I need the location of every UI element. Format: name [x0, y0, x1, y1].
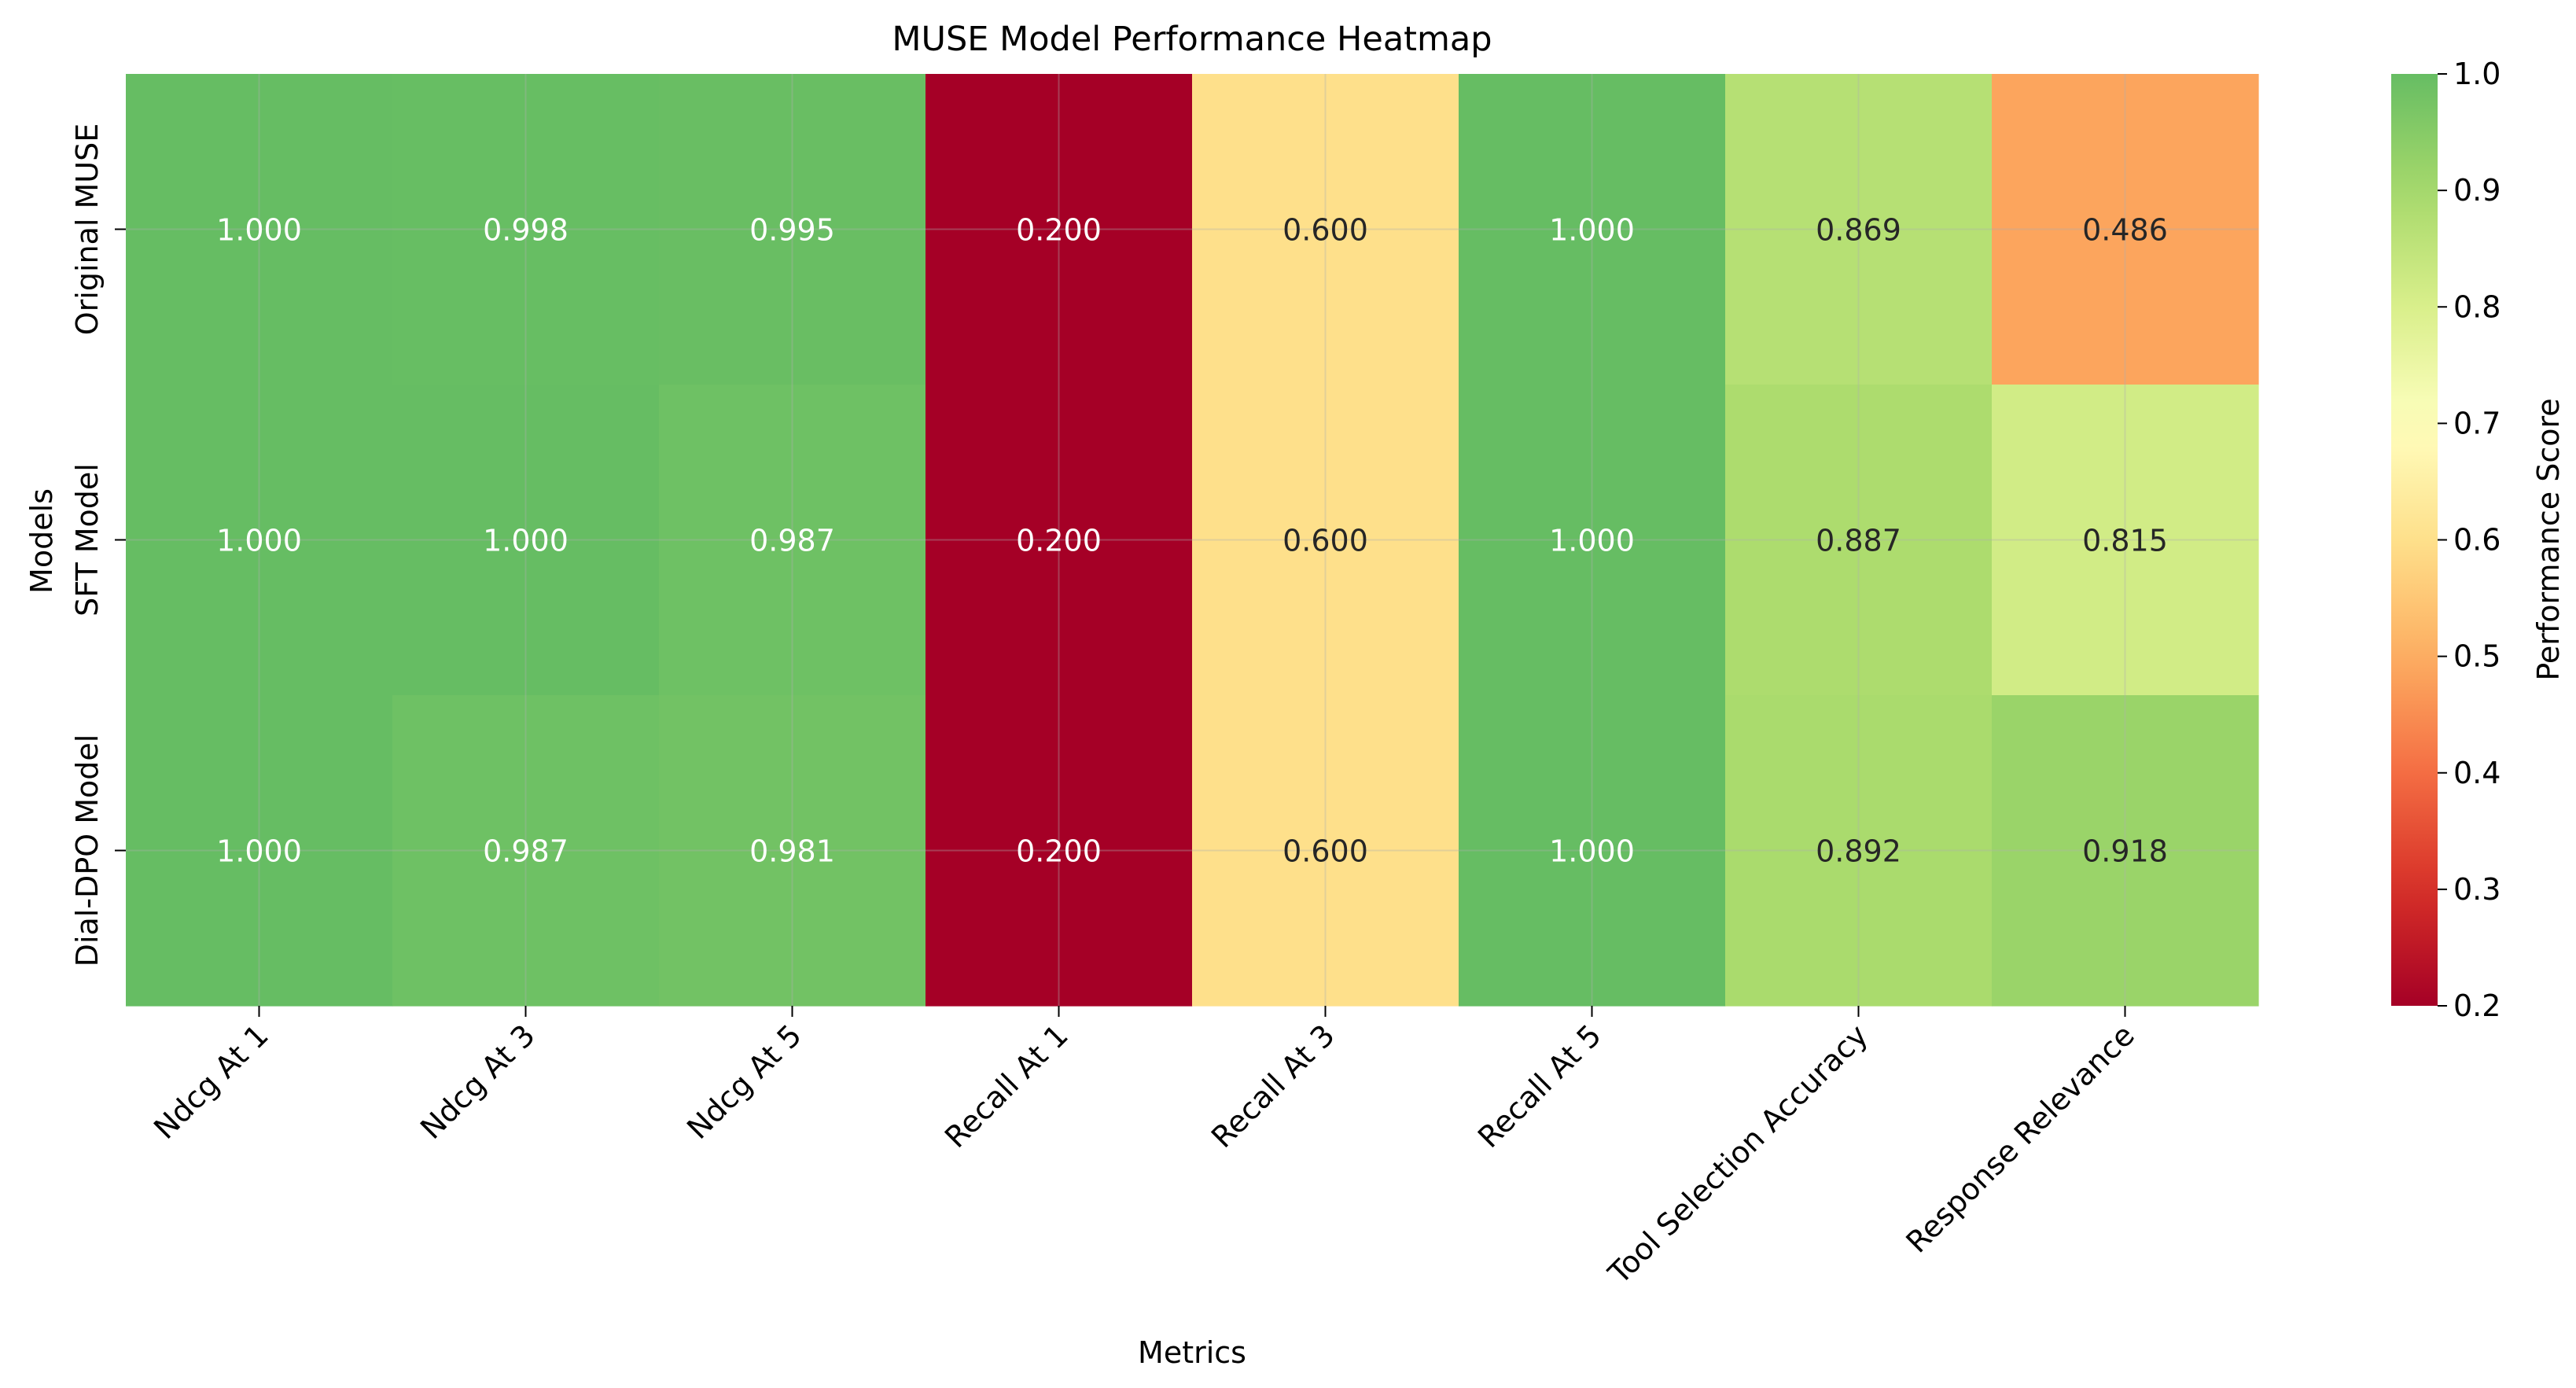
heatmap-cell	[126, 385, 393, 696]
heatmap-cell	[126, 74, 393, 385]
x-tick-label: Ndcg At 5	[680, 1018, 808, 1146]
heatmap-cell	[1459, 74, 1726, 385]
x-axis-label: Metrics	[1138, 1335, 1246, 1370]
heatmap-cell	[1725, 74, 1993, 385]
cell-value-label: 0.600	[1282, 213, 1368, 248]
cell-value-label: 1.000	[1549, 213, 1635, 248]
heatmap-cell	[392, 74, 660, 385]
cell-value-label: 0.600	[1282, 834, 1368, 869]
heatmap-cell	[659, 695, 926, 1007]
heatmap-cell	[659, 385, 926, 696]
cell-value-label: 1.000	[216, 213, 302, 248]
colorbar-tick-label: 0.9	[2453, 173, 2501, 208]
colorbar-tick-label: 1.0	[2453, 57, 2501, 91]
x-tick-label: Tool Selection Accuracy	[1601, 1018, 1875, 1291]
colorbar-label: Performance Score	[2531, 398, 2566, 680]
cell-value-label: 0.887	[1816, 524, 1901, 558]
heatmap-cell	[392, 385, 660, 696]
heatmap-cell	[659, 74, 926, 385]
cell-value-label: 0.987	[749, 524, 835, 558]
colorbar-tick-label: 0.4	[2453, 756, 2501, 790]
heatmap-cell	[1459, 385, 1726, 696]
cell-value-label: 0.869	[1816, 213, 1901, 248]
heatmap-cell	[1192, 385, 1459, 696]
y-tick-label: Dial-DPO Model	[70, 734, 105, 967]
heatmap-cell	[392, 695, 660, 1007]
y-axis-label: Models	[24, 488, 59, 594]
colorbar-tick-label: 0.2	[2453, 989, 2501, 1023]
cell-value-labels: 1.000 0.998 0.995 0.200 0.600 1.000 0.869 0.486…	[216, 213, 2168, 869]
colorbar-tick-label: 0.6	[2453, 523, 2501, 558]
x-tick-label: Ndcg At 3	[414, 1018, 542, 1146]
cell-value-label: 1.000	[483, 524, 569, 558]
cell-value-label: 0.998	[483, 213, 569, 248]
colorbar-tick-label: 0.8	[2453, 289, 2501, 324]
x-tick-label: Recall At 5	[1471, 1018, 1608, 1154]
cell-value-label: 0.200	[1016, 524, 1102, 558]
cell-value-label: 0.987	[483, 834, 569, 869]
colorbar-tick-label: 0.3	[2453, 872, 2501, 907]
x-tick-label: Ndcg At 1	[147, 1018, 275, 1146]
cell-value-label: 1.000	[1549, 834, 1635, 869]
heatmap-cell	[1992, 74, 2259, 385]
x-tick-label: Recall At 3	[1205, 1018, 1341, 1154]
heatmap-cell	[1192, 695, 1459, 1007]
cell-value-label: 1.000	[1549, 524, 1635, 558]
cell-value-label: 0.892	[1816, 834, 1901, 869]
heatmap-cell	[1459, 695, 1726, 1007]
heatmap-cell	[1992, 385, 2259, 696]
cell-value-label: 0.995	[749, 213, 835, 248]
cell-value-label: 0.815	[2082, 524, 2168, 558]
x-tick-label: Response Relevance	[1899, 1018, 2140, 1259]
cell-value-label: 1.000	[216, 834, 302, 869]
cell-value-label: 0.486	[2082, 213, 2168, 248]
heatmap-cell	[1725, 695, 1993, 1007]
cell-value-label: 0.200	[1016, 834, 1102, 869]
colorbar-gradient	[2391, 74, 2438, 1006]
x-tick-label: Recall At 1	[938, 1018, 1075, 1154]
y-axis: Original MUSE SFT Model Dial-DPO Model	[70, 123, 126, 967]
colorbar-tick-label: 0.5	[2453, 639, 2501, 674]
heatmap-cell	[1992, 695, 2259, 1007]
y-tick-label: SFT Model	[70, 463, 105, 617]
heatmap-cell	[926, 74, 1193, 385]
heatmap-cell	[926, 385, 1193, 696]
heatmap-cell	[1192, 74, 1459, 385]
heatmap-cell	[1725, 385, 1993, 696]
cell-value-label: 1.000	[216, 524, 302, 558]
cell-value-label: 0.200	[1016, 213, 1102, 248]
chart-title: MUSE Model Performance Heatmap	[892, 20, 1492, 59]
heatmap-cell	[926, 695, 1193, 1007]
y-tick-label: Original MUSE	[70, 123, 105, 336]
heatmap-cells	[126, 74, 2259, 1007]
grid-lines	[126, 74, 2258, 1006]
x-axis: Ndcg At 1 Ndcg At 3 Ndcg At 5 Recall At 1 Re…	[147, 1006, 2141, 1291]
heatmap-cell	[126, 695, 393, 1007]
colorbar-tick-label: 0.7	[2453, 406, 2501, 440]
cell-value-label: 0.981	[749, 834, 835, 869]
cell-value-label: 0.918	[2082, 834, 2168, 869]
cell-value-label: 0.600	[1282, 524, 1368, 558]
colorbar: 0.2 0.3 0.4 0.5 0.6 0.7 0.8 0.9 1.0	[2391, 57, 2501, 1023]
